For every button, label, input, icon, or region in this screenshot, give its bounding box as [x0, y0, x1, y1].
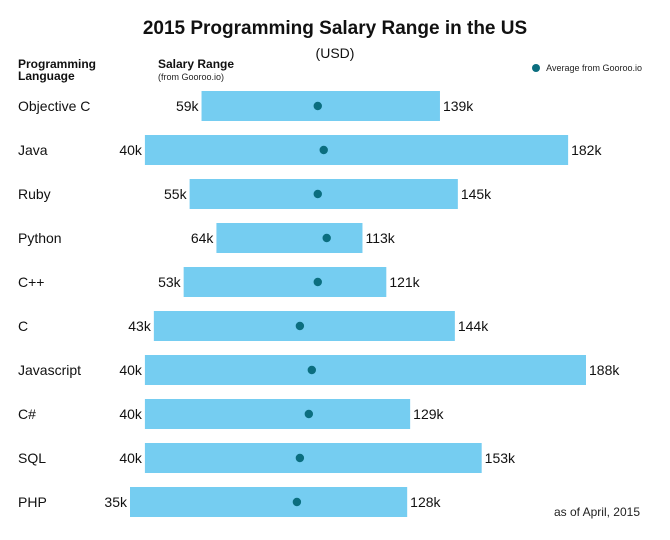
chart-title: 2015 Programming Salary Range in the US — [142, 18, 528, 39]
row-sql: SQL 40k 153k — [18, 443, 516, 473]
min-salary-label: 40k — [119, 362, 143, 378]
salary-range-bar — [144, 399, 411, 429]
min-salary-label: 59k — [176, 98, 200, 114]
max-salary-label: 113k — [365, 230, 395, 246]
language-label: Java — [18, 142, 48, 158]
average-dot — [292, 497, 302, 507]
min-salary-label: 43k — [128, 318, 152, 334]
min-salary-label: 53k — [158, 274, 182, 290]
language-label: C# — [18, 406, 36, 422]
salary-range-bar — [144, 135, 569, 165]
max-salary-label: 144k — [458, 318, 489, 334]
average-dot — [307, 365, 317, 375]
footnote: as of April, 2015 — [553, 505, 640, 519]
max-salary-label: 121k — [389, 274, 420, 290]
language-label: Python — [18, 230, 62, 246]
salary-range-source-note: (from Gooroo.io) — [158, 72, 225, 82]
language-column-header: Programming Language — [18, 57, 97, 83]
row-objective-c: Objective C 59k 139k — [18, 91, 474, 121]
language-label: SQL — [18, 450, 46, 466]
language-label: Objective C — [18, 98, 90, 114]
salary-range-column-header: Salary Range — [158, 57, 235, 71]
min-salary-label: 55k — [164, 186, 188, 202]
language-label: C++ — [18, 274, 44, 290]
legend-label: Average from Gooroo.io — [546, 63, 642, 73]
average-dot — [295, 453, 305, 463]
row-java: Java 40k 182k — [18, 135, 602, 165]
min-salary-label: 40k — [119, 450, 143, 466]
row-javascript: Javascript 40k 188k — [18, 355, 620, 385]
language-label: C — [18, 318, 28, 334]
min-salary-label: 40k — [119, 142, 143, 158]
average-dot — [313, 277, 322, 287]
average-dot — [319, 145, 328, 155]
chart-legend: Average from Gooroo.io — [532, 63, 642, 73]
language-label: Ruby — [18, 186, 51, 202]
salary-range-bar — [130, 487, 408, 517]
salary-range-bar — [216, 223, 363, 253]
average-dot — [313, 101, 322, 111]
max-salary-label: 145k — [461, 186, 492, 202]
row-cpp: C++ 53k 121k — [18, 267, 421, 297]
salary-range-bar — [153, 311, 455, 341]
max-salary-label: 129k — [413, 406, 444, 422]
row-php: PHP 35k 128k — [18, 487, 442, 517]
row-ruby: Ruby 55k 145k — [18, 179, 492, 209]
average-dot — [295, 321, 305, 331]
average-dot — [313, 189, 322, 199]
average-dot — [322, 233, 331, 243]
min-salary-label: 64k — [191, 230, 215, 246]
salary-range-bar — [144, 443, 482, 473]
average-dot-icon — [532, 64, 541, 72]
row-python: Python 64k 113k — [18, 223, 396, 253]
min-salary-label: 35k — [104, 494, 128, 510]
salary-range-bar — [144, 355, 586, 385]
row-c: C 43k 144k — [18, 311, 489, 341]
language-label: Javascript — [18, 362, 81, 378]
average-dot — [304, 409, 314, 419]
salary-range-bar — [183, 267, 387, 297]
max-salary-label: 139k — [443, 98, 474, 114]
language-label: PHP — [18, 494, 47, 510]
min-salary-label: 40k — [119, 406, 143, 422]
max-salary-label: 128k — [410, 494, 441, 510]
max-salary-label: 182k — [571, 142, 602, 158]
row-csharp: C# 40k 129k — [18, 399, 445, 429]
salary-range-bar — [189, 179, 458, 209]
max-salary-label: 153k — [485, 450, 516, 466]
max-salary-label: 188k — [589, 362, 620, 378]
chart-subtitle: (USD) — [315, 45, 355, 61]
